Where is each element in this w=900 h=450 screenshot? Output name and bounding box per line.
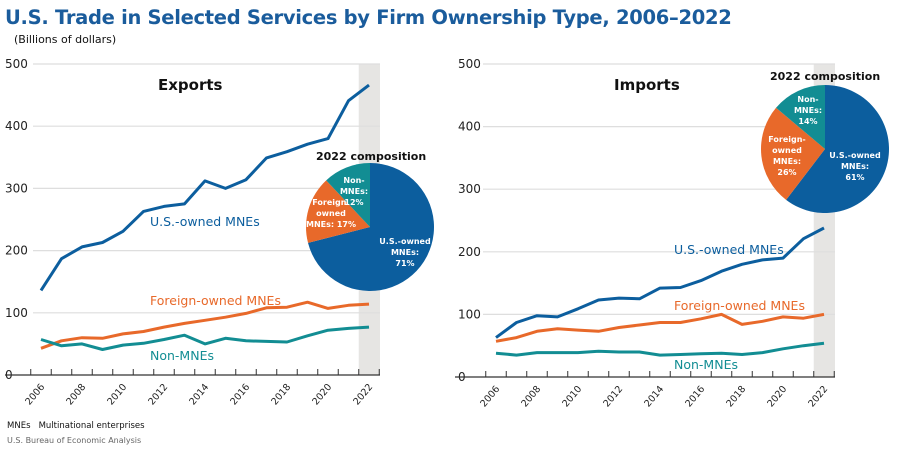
series-line-foreign_owned: [40, 300, 370, 350]
pie-slice-foreign_owned: [761, 107, 825, 200]
y-tick-label: 500: [458, 57, 481, 71]
pie-slice-label: owned: [772, 146, 802, 155]
pie-slice-label: U.S.-owned: [829, 151, 881, 160]
panel-title: Imports: [614, 76, 680, 94]
pie-slice-label: Foreign-: [768, 135, 806, 144]
x-tick-label: 2014: [642, 384, 666, 410]
x-tick-label: 2016: [228, 382, 252, 408]
series-label-foreign_owned: Foreign-owned MNEs: [150, 293, 281, 308]
series-label-us_owned: U.S.-owned MNEs: [150, 214, 260, 229]
series-line-foreign_owned: [495, 312, 825, 343]
x-tick-label: 2014: [187, 382, 211, 408]
pie-title: 2022 composition: [316, 150, 426, 163]
y-tick-label: 100: [5, 306, 28, 320]
y-tick-label: 200: [458, 245, 481, 259]
pie-title: 2022 composition: [770, 70, 880, 83]
x-tick-label: 2008: [64, 382, 88, 408]
pie-slice-non_mnes: [326, 163, 370, 227]
series-label-non_mnes: Non-MNEs: [674, 357, 738, 372]
pie-slice-label: MNEs:: [340, 187, 368, 196]
source-note: U.S. Bureau of Economic Analysis: [7, 436, 142, 445]
x-tick-label: 2022: [806, 384, 830, 410]
pie-slice-label: 26%: [777, 168, 796, 177]
y-tick-label: 500: [5, 57, 28, 71]
pie-slice-label: MNEs:: [841, 162, 869, 171]
series-label-us_owned: U.S.-owned MNEs: [674, 242, 784, 257]
pie-slice-foreign_owned: [306, 180, 370, 243]
y-tick-label: 200: [5, 244, 28, 258]
pie-slice-label: owned: [316, 209, 346, 218]
pie-slice-non_mnes: [776, 85, 825, 149]
pie-slice-label: MNEs: 17%: [306, 220, 356, 229]
y-tick-label: 300: [458, 182, 481, 196]
pie-slice-label: MNEs:: [391, 248, 419, 257]
y-tick-label: 100: [458, 307, 481, 321]
x-tick-label: 2012: [601, 384, 625, 410]
x-tick-label: 2020: [765, 384, 789, 410]
pie-slice-us_owned: [308, 163, 434, 291]
series-line-non_mnes: [495, 341, 825, 357]
pie-slice-label: Foreign-: [312, 198, 350, 207]
y-tick-label: 300: [5, 181, 28, 195]
footnote: MNEs Multinational enterprises: [7, 421, 145, 431]
pie-slice-label: 12%: [344, 198, 363, 207]
pie-slice-label: MNEs:: [794, 106, 822, 115]
pie-slice-label: 71%: [395, 259, 414, 268]
x-tick-label: 2006: [23, 382, 47, 408]
pie-slice-us_owned: [786, 85, 889, 214]
x-tick-label: 2018: [724, 384, 748, 410]
y-tick-label: 400: [5, 119, 28, 133]
series-label-foreign_owned: Foreign-owned MNEs: [674, 298, 805, 313]
x-tick-label: 2018: [269, 382, 293, 408]
pie-slice-label: U.S.-owned: [379, 237, 431, 246]
x-tick-label: 2010: [560, 384, 584, 410]
panel-title: Exports: [158, 76, 223, 94]
y-tick-label: 400: [458, 120, 481, 134]
x-tick-label: 2020: [310, 382, 334, 408]
figure-title: U.S. Trade in Selected Services by Firm …: [5, 6, 732, 29]
series-label-non_mnes: Non-MNEs: [150, 348, 214, 363]
pie-slice-label: MNEs:: [773, 157, 801, 166]
pie-slice-label: Non-: [343, 176, 364, 185]
x-tick-label: 2008: [519, 384, 543, 410]
pie-slice-label: 61%: [845, 173, 864, 182]
figure-subtitle: (Billions of dollars): [14, 33, 117, 46]
x-tick-label: 2016: [683, 384, 707, 410]
pie-slice-label: 14%: [798, 117, 817, 126]
x-tick-label: 2012: [146, 382, 170, 408]
x-tick-label: 2010: [105, 382, 129, 408]
pie-slice-label: Non-: [797, 95, 818, 104]
x-tick-label: 2022: [351, 382, 375, 408]
x-tick-label: 2006: [478, 384, 502, 410]
